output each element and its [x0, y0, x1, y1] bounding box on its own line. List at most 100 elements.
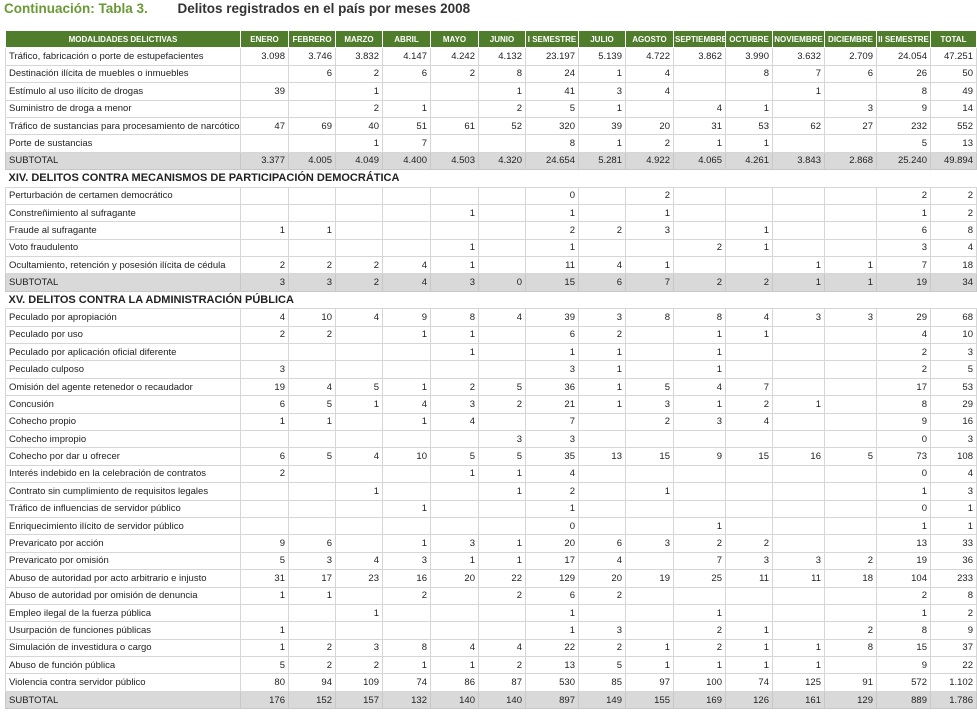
- cell: 5: [430, 447, 479, 466]
- cell: [725, 464, 773, 484]
- cell: [382, 482, 431, 501]
- cell: 18: [930, 256, 977, 275]
- cell: [578, 499, 626, 518]
- cell: 2: [876, 186, 931, 205]
- cell: [240, 238, 289, 258]
- cell: [725, 256, 773, 275]
- cell: [478, 203, 526, 223]
- row-label: Usurpación de funciones públicas: [5, 621, 241, 640]
- data-row: Tráfico, fabricación o porte de estupefa…: [5, 47, 977, 66]
- data-row: Estímulo al uso ilícito de drogas 39 1 1 41 3…: [5, 82, 977, 101]
- cell: [430, 429, 479, 449]
- cell: 0: [876, 429, 931, 449]
- cell: [772, 186, 825, 205]
- cell: [578, 603, 626, 623]
- cell: [335, 221, 383, 240]
- cell: 4.503: [430, 151, 479, 171]
- cell: [288, 429, 336, 449]
- cell: 1: [478, 551, 526, 571]
- data-row: Abuso de autoridad por acto arbitrario e…: [5, 569, 977, 588]
- cell: 1: [725, 656, 773, 675]
- table-label: Continuación: Tabla 3.: [4, 1, 148, 16]
- cell: 4.922: [625, 151, 674, 171]
- data-row: Abuso de función pública 5 2 2 1 1 2 13 5 1 1 1 1 9 22: [5, 656, 977, 675]
- subtotal-row: SUBTOTAL 3 3 2 4 3 0 15 6 7 2 2 1 1 19 34: [5, 273, 977, 292]
- cell: 2: [288, 325, 336, 345]
- cell: [288, 134, 336, 153]
- cell: [725, 516, 773, 536]
- cell: 13: [525, 656, 579, 675]
- cell: [673, 586, 726, 605]
- data-row: Prevaricato por omisión 5 3 4 3 1 1 17 4 7 3 3 2 19 36: [5, 551, 977, 571]
- data-row: Abuso de autoridad por omisión de denunc…: [5, 586, 977, 605]
- cell: [824, 656, 877, 675]
- cell: 530: [525, 673, 579, 692]
- cell: 2: [335, 256, 383, 275]
- cell: 1.102: [930, 673, 977, 692]
- section-heading: XV. DELITOS CONTRA LA ADMINISTRACIÓN PÚB…: [5, 290, 977, 310]
- cell: 155: [625, 690, 674, 710]
- cell: 15: [625, 447, 674, 466]
- cell: 6: [578, 534, 626, 553]
- cell: 3: [525, 360, 579, 379]
- cell: 10: [288, 308, 336, 327]
- cell: [772, 360, 825, 379]
- cell: 68: [930, 308, 977, 327]
- cell: 34: [930, 273, 977, 292]
- cell: 5: [288, 447, 336, 466]
- cell: 1: [525, 203, 579, 223]
- cell: 2: [430, 377, 479, 397]
- cell: 5.281: [578, 151, 626, 171]
- cell: 4.005: [288, 151, 336, 171]
- cell: 2: [673, 238, 726, 258]
- cell: 1: [525, 238, 579, 258]
- cell: 17: [876, 377, 931, 397]
- cell: [824, 395, 877, 414]
- cell: 2: [478, 656, 526, 675]
- cell: [335, 360, 383, 379]
- cell: 17: [525, 551, 579, 571]
- cell: [824, 134, 877, 153]
- row-label: Peculado por apropiación: [5, 308, 241, 327]
- cell: 39: [525, 308, 579, 327]
- cell: 26: [876, 64, 931, 84]
- cell: [382, 221, 431, 240]
- row-label: Simulación de investidura o cargo: [5, 638, 241, 658]
- cell: [625, 360, 674, 379]
- cell: 2: [240, 325, 289, 345]
- cell: [772, 482, 825, 501]
- cell: [725, 186, 773, 205]
- cell: 2: [930, 203, 977, 223]
- cell: [335, 343, 383, 362]
- cell: 1: [673, 134, 726, 153]
- column-header: MAYO: [430, 29, 479, 49]
- column-header: II SEMESTRE: [876, 29, 931, 49]
- cell: 5: [525, 99, 579, 118]
- cell: 10: [382, 447, 431, 466]
- cell: 2: [335, 64, 383, 84]
- column-header: ABRIL: [382, 29, 431, 49]
- cell: 2.709: [824, 47, 877, 66]
- row-label: Cohecho propio: [5, 412, 241, 431]
- cell: [824, 464, 877, 484]
- cell: 18: [824, 569, 877, 588]
- cell: 5: [578, 656, 626, 675]
- cell: 8: [430, 308, 479, 327]
- data-row: Peculado por aplicación oficial diferent…: [5, 343, 977, 362]
- cell: 1: [382, 656, 431, 675]
- cell: [335, 412, 383, 431]
- data-row: Cohecho por dar u ofrecer 6 5 4 10 5 5 35 13 15 9 1…: [5, 447, 977, 466]
- cell: [478, 603, 526, 623]
- cell: 233: [930, 569, 977, 588]
- cell: 2: [625, 186, 674, 205]
- cell: [824, 412, 877, 431]
- cell: [625, 325, 674, 345]
- cell: 25: [673, 569, 726, 588]
- cell: [288, 99, 336, 118]
- cell: 4: [478, 308, 526, 327]
- cell: 3: [772, 551, 825, 571]
- cell: [288, 464, 336, 484]
- row-label: Suministro de droga a menor: [5, 99, 241, 118]
- data-row: Contrato sin cumplimiento de requisitos …: [5, 482, 977, 501]
- cell: [335, 586, 383, 605]
